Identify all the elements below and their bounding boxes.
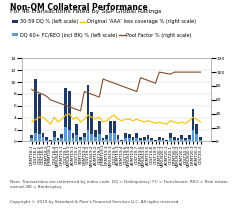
- Bar: [90, 112, 93, 141]
- Bar: [49, 140, 52, 141]
- Legend: DQ 60+ FC/REO (incl BK) % (left scale), Pool Factor % (right scale): DQ 60+ FC/REO (incl BK) % (left scale), …: [12, 33, 192, 38]
- Bar: [79, 137, 82, 141]
- Bar: [162, 139, 165, 141]
- Bar: [94, 137, 97, 141]
- Bar: [45, 137, 48, 141]
- Bar: [173, 140, 176, 141]
- Text: For 46 transactions rated by S&P Global Ratings: For 46 transactions rated by S&P Global …: [10, 9, 161, 14]
- Bar: [184, 140, 187, 141]
- Bar: [132, 137, 135, 141]
- Bar: [30, 135, 33, 141]
- Bar: [120, 140, 123, 141]
- Bar: [143, 140, 146, 141]
- Bar: [128, 139, 131, 141]
- Bar: [135, 138, 138, 141]
- Bar: [98, 121, 101, 141]
- Bar: [124, 132, 127, 141]
- Bar: [57, 140, 60, 141]
- Bar: [38, 94, 41, 141]
- Bar: [64, 88, 67, 141]
- Bar: [150, 139, 153, 141]
- Bar: [124, 138, 127, 141]
- Bar: [83, 137, 86, 141]
- Bar: [34, 132, 37, 141]
- Bar: [162, 140, 165, 141]
- Bar: [177, 140, 180, 141]
- Bar: [192, 109, 195, 141]
- Bar: [45, 140, 48, 141]
- Bar: [105, 139, 108, 141]
- Bar: [173, 137, 176, 141]
- Bar: [60, 139, 63, 141]
- Bar: [72, 139, 75, 141]
- Bar: [139, 140, 142, 141]
- Bar: [60, 134, 63, 141]
- Text: Copyright © 2019 by Standard & Poor's Financial Services LLC. All rights reserve: Copyright © 2019 by Standard & Poor's Fi…: [10, 200, 179, 204]
- Bar: [117, 135, 120, 141]
- Legend: 30-59 DQ % (left scale), Original 'AAA' loss coverage % (right scale): 30-59 DQ % (left scale), Original 'AAA' …: [12, 19, 197, 24]
- Bar: [102, 139, 105, 141]
- Bar: [75, 135, 78, 141]
- Bar: [165, 140, 168, 141]
- Bar: [169, 138, 172, 141]
- Bar: [184, 139, 187, 141]
- Bar: [53, 137, 56, 141]
- Bar: [195, 134, 198, 141]
- Bar: [68, 130, 71, 141]
- Bar: [109, 132, 112, 141]
- Bar: [42, 137, 45, 141]
- Bar: [128, 134, 131, 141]
- Bar: [132, 140, 135, 141]
- Bar: [113, 121, 116, 141]
- Bar: [154, 140, 157, 141]
- Bar: [87, 130, 90, 141]
- Bar: [169, 132, 172, 141]
- Bar: [90, 134, 93, 141]
- Bar: [199, 140, 202, 141]
- Bar: [180, 135, 183, 141]
- Bar: [143, 137, 146, 141]
- Bar: [105, 135, 108, 141]
- Text: Note: Transactions are referenced by index code. DQ = Delinquency; FC = Foreclos: Note: Transactions are referenced by ind…: [10, 180, 227, 188]
- Bar: [72, 132, 75, 141]
- Bar: [53, 131, 56, 141]
- Bar: [147, 139, 150, 141]
- Bar: [147, 135, 150, 141]
- Bar: [94, 130, 97, 141]
- Bar: [87, 85, 90, 141]
- Bar: [34, 79, 37, 141]
- Bar: [75, 124, 78, 141]
- Bar: [135, 132, 138, 141]
- Bar: [42, 132, 45, 141]
- Bar: [158, 140, 161, 141]
- Bar: [177, 139, 180, 141]
- Bar: [68, 91, 71, 141]
- Bar: [188, 139, 191, 141]
- Bar: [57, 139, 60, 141]
- Bar: [117, 139, 120, 141]
- Bar: [139, 139, 142, 141]
- Bar: [150, 140, 153, 141]
- Bar: [192, 130, 195, 141]
- Bar: [64, 127, 67, 141]
- Bar: [158, 137, 161, 141]
- Bar: [79, 140, 82, 141]
- Text: Non-QM Collateral Performance: Non-QM Collateral Performance: [10, 3, 147, 12]
- Bar: [98, 134, 101, 141]
- Bar: [83, 132, 86, 141]
- Bar: [102, 140, 105, 141]
- Bar: [109, 121, 112, 141]
- Bar: [195, 124, 198, 141]
- Bar: [188, 135, 191, 141]
- Bar: [113, 132, 116, 141]
- Bar: [38, 134, 41, 141]
- Bar: [30, 139, 33, 141]
- Bar: [180, 139, 183, 141]
- Bar: [199, 137, 202, 141]
